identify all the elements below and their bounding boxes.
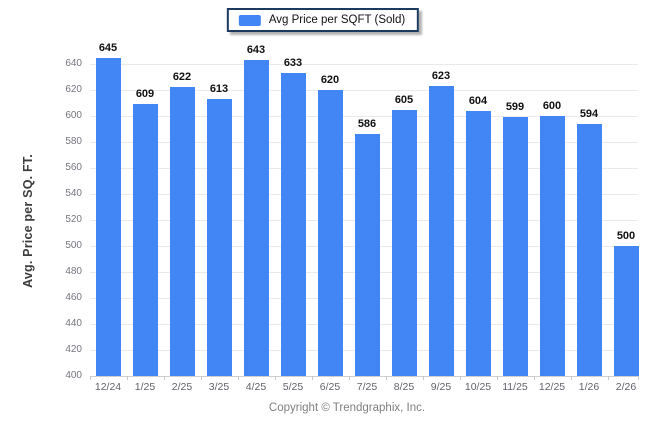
x-tick-mark — [607, 376, 609, 380]
x-tick-mark — [533, 376, 535, 380]
bar-value-label: 599 — [505, 101, 525, 114]
x-tick-mark — [422, 376, 424, 380]
y-tick-label: 600 — [65, 110, 82, 121]
x-tick-label: 1/26 — [578, 381, 600, 393]
bar-value-label: 605 — [394, 93, 414, 106]
x-tick-label: 8/25 — [393, 381, 415, 393]
x-tick-label: 9/25 — [430, 381, 452, 393]
x-tick-mark — [459, 376, 461, 380]
x-tick-label: 12/24 — [94, 381, 122, 393]
y-tick-label: 560 — [65, 162, 82, 173]
bar-value-label: 613 — [209, 83, 229, 96]
x-tick-mark — [163, 376, 165, 380]
x-tick-mark — [348, 376, 350, 380]
gridline — [90, 90, 638, 91]
x-tick-label: 2/26 — [615, 381, 637, 393]
bar-value-label: 633 — [283, 57, 303, 70]
x-tick-mark — [274, 376, 276, 380]
bar-value-label: 609 — [135, 88, 155, 101]
bar — [465, 110, 491, 376]
bar — [428, 86, 454, 376]
bar-value-label: 500 — [616, 230, 636, 242]
bar — [95, 57, 121, 376]
y-tick-label: 400 — [65, 370, 82, 381]
y-tick-label: 480 — [65, 266, 82, 277]
x-tick-mark — [311, 376, 313, 380]
bar-value-label: 620 — [320, 74, 340, 86]
y-tick-label: 580 — [65, 136, 82, 147]
x-tick-label: 6/25 — [319, 381, 341, 393]
bar — [391, 109, 417, 376]
x-tick-label: 1/25 — [134, 381, 156, 393]
bar-value-label: 623 — [431, 70, 451, 83]
x-tick-label: 3/25 — [208, 381, 230, 393]
bar — [243, 60, 269, 376]
legend-label: Avg Price per SQFT (Sold) — [268, 14, 406, 26]
bar — [539, 116, 565, 376]
x-tick-label: 5/25 — [282, 381, 304, 393]
bar — [354, 134, 380, 376]
bar-value-label: 645 — [98, 41, 118, 54]
y-tick-label: 620 — [65, 84, 82, 95]
x-tick-mark — [638, 376, 639, 380]
x-tick-label: 2/25 — [171, 381, 193, 393]
bar — [576, 123, 602, 376]
x-tick-mark — [570, 376, 572, 380]
bar-value-label: 586 — [357, 118, 377, 131]
x-tick-mark — [126, 376, 128, 380]
y-tick-label: 460 — [65, 292, 82, 303]
bar-value-label: 604 — [468, 94, 488, 107]
bar — [502, 117, 528, 376]
copyright-text: Copyright © Trendgraphix, Inc. — [268, 402, 426, 414]
y-tick-label: 420 — [65, 344, 82, 355]
x-tick-label: 4/25 — [245, 381, 267, 393]
y-tick-label: 540 — [65, 188, 82, 199]
bar-value-label: 622 — [172, 71, 192, 84]
bar-value-label: 643 — [246, 44, 266, 57]
x-tick-label: 11/25 — [502, 381, 528, 393]
y-tick-label: 440 — [65, 318, 82, 329]
bar — [206, 99, 232, 376]
y-tick-label: 500 — [65, 240, 82, 251]
y-tick-label: 520 — [65, 214, 82, 225]
legend-swatch-icon — [238, 14, 261, 26]
y-axis-title: Avg. Price per SQ. FT. — [21, 154, 35, 288]
x-tick-label: 7/25 — [356, 381, 378, 393]
bar — [317, 90, 343, 376]
y-tick-label: 640 — [65, 58, 82, 69]
x-tick-mark — [385, 376, 387, 380]
bar — [613, 246, 639, 376]
x-tick-label: 12/25 — [538, 381, 566, 393]
chart-legend: Avg Price per SQFT (Sold) — [226, 8, 420, 32]
bar-value-label: 600 — [542, 100, 562, 112]
x-axis-line — [90, 376, 638, 377]
bar-value-label: 594 — [579, 107, 599, 120]
bar — [280, 73, 306, 376]
bar — [132, 104, 158, 376]
bar — [169, 87, 195, 376]
x-tick-label: 10/25 — [464, 381, 492, 393]
x-tick-mark — [237, 376, 239, 380]
x-tick-mark — [496, 376, 498, 380]
gridline — [90, 116, 638, 117]
gridline — [90, 64, 638, 65]
x-tick-mark — [200, 376, 202, 380]
x-tick-mark — [90, 376, 91, 380]
